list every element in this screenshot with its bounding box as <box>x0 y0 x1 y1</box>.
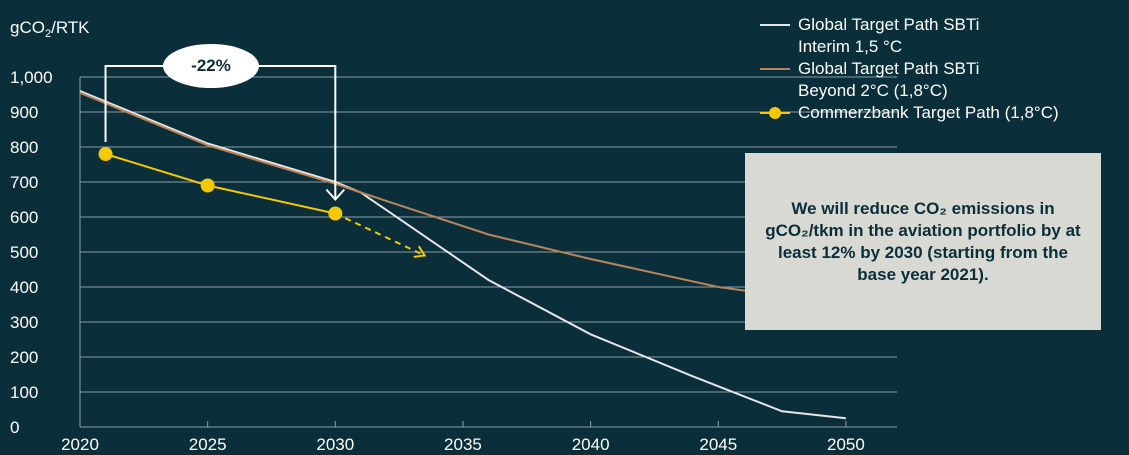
legend-label-beyond-2: Beyond 2°C (1,8°C) <box>798 81 948 100</box>
series-lines <box>79 90 847 420</box>
x-tick-label: 2025 <box>189 435 227 454</box>
legend-item-beyond: Global Target Path SBTi Beyond 2°C (1,8°… <box>760 58 1059 102</box>
y-axis-label-part: gCO <box>10 18 45 37</box>
callout-text: We will reduce CO₂ emissions in gCO₂/tkm… <box>765 198 1081 284</box>
legend-item-commerzbank: Commerzbank Target Path (1,8°C) <box>760 102 1059 124</box>
callout-box: We will reduce CO₂ emissions in gCO₂/tkm… <box>745 153 1101 330</box>
legend-label-commerzbank: Commerzbank Target Path (1,8°C) <box>798 103 1059 122</box>
projection-arrowhead <box>413 245 427 258</box>
x-tick-labels: 2020 2025 2030 2035 2040 2045 2050 <box>61 435 865 454</box>
x-tick-label: 2050 <box>827 435 865 454</box>
data-point <box>200 178 215 193</box>
legend-swatch-commerzbank <box>760 107 790 119</box>
y-axis-label-subscript: 2 <box>45 28 51 40</box>
data-point <box>98 147 113 161</box>
y-axis-label-part: /RTK <box>51 18 90 37</box>
reduction-arrowhead <box>325 188 346 201</box>
y-tick-label: 600 <box>10 208 38 227</box>
y-tick-label: 500 <box>10 243 38 262</box>
y-tick-label: 400 <box>10 278 38 297</box>
legend-label-interim-1: Global Target Path SBTi <box>798 15 980 34</box>
projection-line <box>334 212 426 257</box>
y-tick-label: 100 <box>10 383 38 402</box>
x-tick-label: 2030 <box>316 435 354 454</box>
legend: Global Target Path SBTi Interim 1,5 °C G… <box>760 14 1059 124</box>
legend-label-interim-2: Interim 1,5 °C <box>798 37 903 56</box>
x-tick-label: 2035 <box>444 435 482 454</box>
y-tick-label: 700 <box>10 173 38 192</box>
data-point <box>328 206 343 221</box>
y-tick-label: 300 <box>10 313 38 332</box>
y-axis-label: gCO2/RTK <box>10 18 90 40</box>
series-line-beyond <box>79 91 770 295</box>
legend-item-interim: Global Target Path SBTi Interim 1,5 °C <box>760 14 1059 58</box>
y-tick-label: 200 <box>10 348 38 367</box>
series-line-interim <box>79 90 847 420</box>
legend-swatch-beyond <box>760 68 790 70</box>
x-tick-label: 2040 <box>572 435 610 454</box>
y-tick-label: 0 <box>10 418 19 437</box>
legend-label-beyond-1: Global Target Path SBTi <box>798 59 980 78</box>
y-tick-label: 1,000 <box>10 68 53 87</box>
legend-swatch-interim <box>760 24 790 26</box>
reduction-badge: -22% <box>163 44 259 88</box>
y-tick-label: 800 <box>10 138 38 157</box>
reduction-badge-label: -22% <box>191 56 231 75</box>
y-tick-labels: 0 100 200 300 400 500 600 700 800 900 1,000 <box>10 68 53 437</box>
series-line-commerzbank <box>105 153 336 215</box>
x-tick-label: 2045 <box>699 435 737 454</box>
y-tick-label: 900 <box>10 103 38 122</box>
x-tick-label: 2020 <box>61 435 99 454</box>
